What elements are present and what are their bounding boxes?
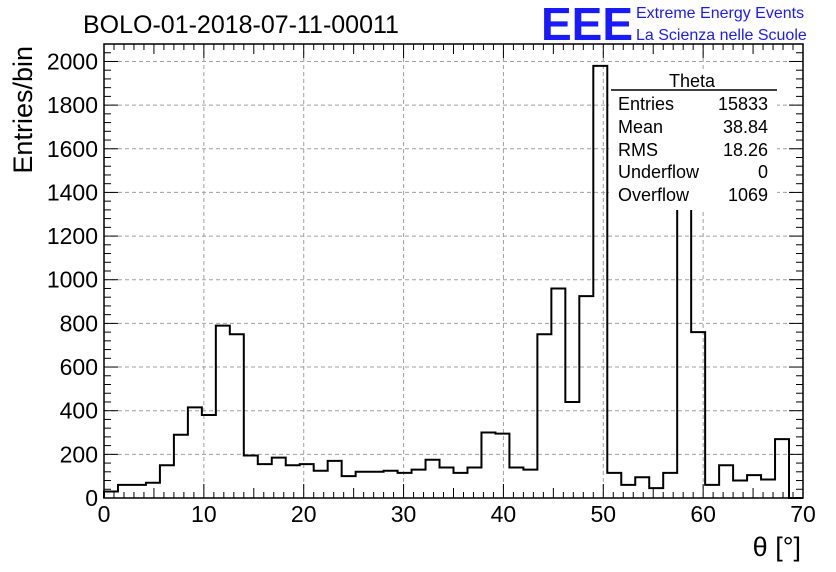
y-tick-label: 1400	[47, 179, 98, 205]
y-tick-label: 800	[60, 310, 98, 336]
eee-logo: EEE Extreme Energy Events La Scienza nel…	[541, 0, 807, 50]
histogram-bin	[426, 460, 440, 498]
histogram-bin	[775, 439, 789, 498]
histogram-bin	[314, 471, 328, 498]
y-tick-label: 600	[60, 354, 98, 380]
histogram-bin	[649, 488, 663, 498]
y-tick-labels: 0 200 400 600 800 1000 1200 1400 1600 1800 2000	[47, 48, 98, 511]
y-tick-label: 1000	[47, 267, 98, 293]
stats-label-underflow: Underflow	[618, 162, 700, 182]
histogram-bin	[663, 473, 677, 498]
stats-label-rms: RMS	[618, 140, 658, 160]
stats-value-underflow: 0	[758, 162, 768, 182]
stats-value-entries: 15833	[718, 94, 768, 114]
histogram-bin	[328, 461, 342, 498]
stats-value-rms: 18.26	[723, 140, 768, 160]
chart-title: BOLO-01-2018-07-11-00011	[83, 11, 399, 39]
logo-line-2: La Scienza nelle Scuole	[636, 27, 807, 44]
histogram-bin	[705, 485, 719, 498]
histogram-bin	[398, 473, 412, 498]
histogram-bin	[733, 481, 747, 498]
histogram-bin	[160, 465, 174, 498]
histogram-bin	[174, 435, 188, 498]
stats-value-overflow: 1069	[728, 185, 768, 205]
histogram-bin	[677, 175, 691, 498]
x-tick-label: 50	[590, 501, 616, 527]
histogram-bin	[719, 465, 733, 498]
y-tick-label: 0	[85, 485, 98, 511]
logo-mark: EEE	[541, 0, 633, 50]
x-tick-labels: 0 10 20 30 40 50 60 70	[98, 501, 816, 527]
histogram-bin	[551, 288, 565, 498]
histogram-bin	[216, 326, 230, 498]
y-tick-label: 1600	[47, 136, 98, 162]
y-axis-label: Entries/bin	[8, 46, 38, 174]
x-tick-label: 10	[191, 501, 217, 527]
histogram-bin	[300, 464, 314, 498]
histogram-bin	[607, 473, 621, 498]
histogram-bin	[230, 334, 244, 498]
histogram-bin	[146, 483, 160, 498]
histogram-bin	[537, 334, 551, 498]
histogram-bin	[495, 434, 509, 498]
histogram-bin	[565, 402, 579, 498]
histogram-bin	[272, 458, 286, 498]
x-axis-label: θ [°]	[753, 532, 801, 562]
stats-label-overflow: Overflow	[618, 185, 690, 205]
stats-label-entries: Entries	[618, 94, 674, 114]
y-tick-label: 1200	[47, 223, 98, 249]
stats-box-background	[609, 72, 777, 210]
histogram-bin	[747, 475, 761, 498]
y-tick-label: 2000	[47, 48, 98, 74]
y-tick-label: 400	[60, 398, 98, 424]
histogram-bin	[384, 471, 398, 498]
histogram-bin	[454, 473, 468, 498]
y-tick-label: 1800	[47, 92, 98, 118]
histogram-bin	[286, 465, 300, 498]
logo-line-1: Extreme Energy Events	[636, 5, 804, 22]
x-tick-label: 60	[690, 501, 716, 527]
histogram-bin	[258, 464, 272, 498]
histogram-bin	[579, 296, 593, 498]
histogram-bin	[440, 467, 454, 498]
x-tick-label: 20	[291, 501, 317, 527]
histogram-bin	[356, 472, 370, 498]
histogram-bin	[118, 485, 132, 498]
y-tick-label: 200	[60, 441, 98, 467]
histogram-bin	[370, 472, 384, 498]
stats-value-mean: 38.84	[723, 117, 768, 137]
x-tick-label: 40	[491, 501, 517, 527]
stats-title: Theta	[669, 71, 716, 91]
axis-ticks	[103, 43, 804, 499]
histogram-bin	[593, 66, 607, 498]
x-tick-label: 0	[98, 501, 111, 527]
histogram-bin	[509, 467, 523, 498]
stats-box: Theta Entries 15833 Mean 38.84 RMS 18.26…	[609, 71, 777, 210]
histogram-bin	[188, 407, 202, 498]
stats-label-mean: Mean	[618, 117, 663, 137]
histogram-bin	[481, 433, 495, 498]
histogram-bin	[523, 470, 537, 498]
x-tick-label: 70	[790, 501, 816, 527]
histogram-bin	[244, 455, 258, 498]
histogram-bin	[467, 467, 481, 498]
x-tick-label: 30	[391, 501, 417, 527]
histogram-bin	[635, 477, 649, 498]
